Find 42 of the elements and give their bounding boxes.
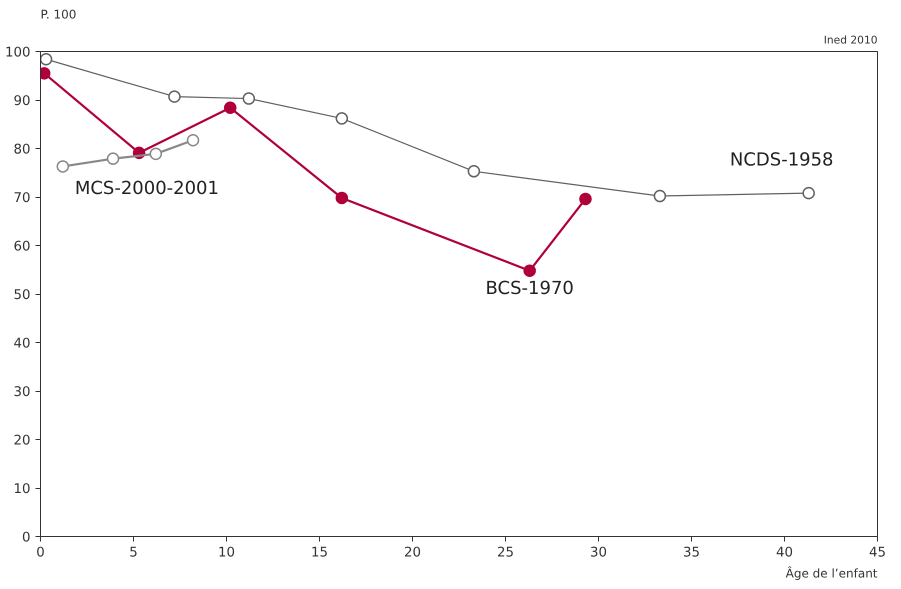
x-tick-label: 45 [869,546,886,560]
y-tick-label: 80 [14,142,31,158]
x-tick-label: 10 [218,546,235,560]
point [242,92,256,105]
x-tick-label: 5 [129,546,138,560]
y-tick-label: 10 [14,482,31,497]
point [186,134,200,146]
y-tick-label: 70 [14,191,31,206]
point [336,112,348,125]
y-tick-label: 0 [22,530,31,546]
point [106,152,120,165]
text: Ined 2010 [824,34,878,46]
point [224,102,236,114]
x-tick-label: 35 [683,546,700,560]
y-tick-label: 90 [14,94,31,109]
y-tick-label: 40 [14,336,31,352]
series-label: NCDS-1958 [730,150,834,171]
point [56,160,70,173]
y-tick-label: 50 [14,288,31,303]
y-tick-label: 60 [14,240,31,254]
point [40,53,52,66]
point [150,148,162,160]
x-tick-label: 30 [590,546,607,560]
y-tick-label: 30 [14,385,31,400]
y-axis-title: P. 100 [40,8,76,22]
series-label: BCS-1970 [486,278,574,300]
y-tick-label: 20 [14,434,31,448]
point [579,192,592,206]
x-tick-label: 40 [776,546,793,560]
x-tick-label: 0 [36,546,45,560]
point [336,192,348,204]
point [523,264,536,277]
x-tick-label: 15 [311,546,328,560]
x-axis-title: Âge de l’enfant [786,566,878,580]
point [468,165,480,178]
series-label: MCS-2000-2001 [74,178,219,199]
point [168,90,181,103]
x-tick-label: 25 [497,546,514,560]
y-tick-label: 100 [5,46,31,60]
point [654,190,666,202]
x-tick-label: 20 [404,546,421,560]
point [802,186,815,200]
